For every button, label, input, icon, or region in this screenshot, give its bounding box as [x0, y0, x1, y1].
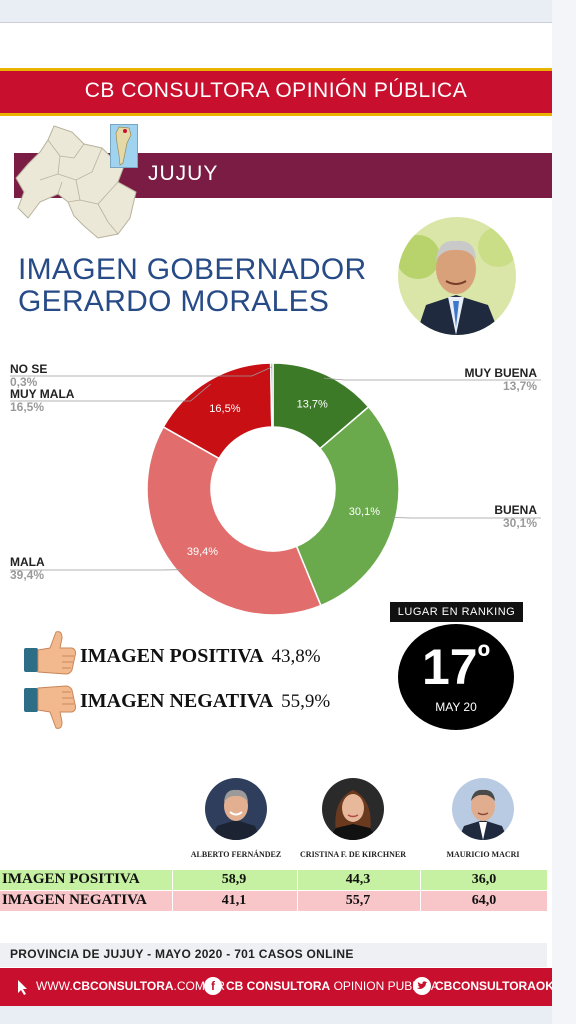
row-separator: [172, 891, 173, 911]
label-muy-buena-value: 13,7%: [502, 379, 537, 393]
positive-summary: IMAGEN POSITIVA 43,8%: [80, 645, 321, 668]
label-mala-name: MALA: [10, 555, 45, 569]
label-muy-buena: MUY BUENA 13,7%: [465, 367, 537, 393]
positive-row: IMAGEN POSITIVA 58,9 44,3 36,0: [0, 870, 547, 890]
argentina-minimap-icon: [110, 124, 138, 168]
header-title: CB CONSULTORA OPINIÓN PÚBLICA: [84, 79, 468, 102]
candidate-fernandez-name: ALBERTO FERNÁNDEZ: [190, 850, 282, 859]
donut-slice-mala: [146, 425, 322, 616]
ranking-position: 17º: [398, 638, 514, 696]
leader-line-no-se: [10, 366, 273, 377]
ranking-date: MAY 20: [435, 700, 477, 714]
ranking-badge: 17º MAY 20: [398, 624, 514, 730]
title-line-1: IMAGEN GOBERNADOR: [18, 253, 367, 286]
label-muy-mala-value: 16,5%: [10, 400, 45, 414]
negative-summary-value: 55,9%: [281, 691, 331, 712]
candidate-fernandez: ALBERTO FERNÁNDEZ: [166, 778, 306, 859]
donut-slice-buena: [295, 405, 400, 607]
positive-kirchner-value: 44,3: [345, 872, 371, 887]
negative-summary-label: IMAGEN NEGATIVA: [80, 690, 273, 712]
candidate-fernandez-photo: [205, 778, 267, 840]
footer-info-text: PROVINCIA DE JUJUY - MAYO 2020 - 701 CAS…: [10, 947, 354, 961]
donut-data-label: 30,1%: [349, 506, 380, 518]
positive-summary-value: 43,8%: [271, 646, 321, 667]
positive-macri-value: 36,0: [471, 872, 497, 887]
positive-row-label: IMAGEN POSITIVA: [2, 871, 140, 887]
ranking-suffix: º: [477, 638, 491, 676]
web-prefix: WWW.: [36, 979, 73, 993]
candidate-macri-photo: [452, 778, 514, 840]
cursor-icon: [18, 980, 27, 995]
label-muy-mala-name: MUY MALA: [10, 387, 75, 401]
donut-data-label: 13,7%: [297, 399, 328, 411]
bottom-band: [0, 1006, 552, 1024]
web-brand: CBCONSULTORA: [72, 979, 174, 993]
thumbs-down-icon: [24, 685, 77, 729]
negative-row-label: IMAGEN NEGATIVA: [2, 892, 147, 908]
footer-facebook-link[interactable]: CB CONSULTORA OPINION PUBLICA: [226, 979, 439, 993]
leader-line-muy-buena: [323, 377, 541, 381]
donut-chart: 13,7% 30,1% 39,4% 16,5%: [10, 362, 541, 616]
positive-fernandez-value: 58,9: [221, 872, 247, 887]
candidate-macri-name: MAURICIO MACRI: [446, 850, 520, 859]
footer-twitter-link[interactable]: CBCONSULTORAOK: [435, 979, 552, 993]
facebook-icon: f: [204, 977, 222, 995]
label-mala-value: 39,4%: [10, 568, 45, 582]
infographic: CB CONSULTORA OPINIÓN PÚBLICA JUJUY IMAG…: [0, 0, 552, 1024]
twitter-icon: [413, 977, 431, 995]
chart-title: IMAGEN GOBERNADOR GERARDO MORALES: [18, 254, 366, 318]
negative-kirchner-value: 55,7: [345, 893, 371, 908]
ranking-title: LUGAR EN RANKING: [390, 602, 523, 622]
negative-summary: IMAGEN NEGATIVA 55,9%: [80, 690, 330, 713]
negative-macri-value: 64,0: [471, 893, 497, 908]
label-mala: MALA 39,4%: [10, 556, 45, 582]
twitter-handle: CBCONSULTORAOK: [435, 979, 552, 993]
footer-website-link[interactable]: WWW.CBCONSULTORA.COM.AR: [36, 979, 225, 993]
ranking-number: 17: [421, 639, 478, 695]
title-line-2: GERARDO MORALES: [18, 285, 330, 318]
row-separator: [172, 870, 173, 890]
footer-bar: WWW.CBCONSULTORA.COM.AR f CB CONSULTORA …: [0, 968, 552, 1006]
label-no-se-value: 0,3%: [10, 375, 38, 389]
donut-slice-no-se: [269, 362, 274, 428]
row-separator: [297, 891, 298, 911]
candidate-kirchner-name: CRISTINA F. DE KIRCHNER: [300, 850, 406, 859]
label-no-se: NO SE 0,3%: [10, 363, 47, 389]
right-margin: [552, 0, 576, 1024]
facebook-suffix: OPINION PUBLICA: [330, 979, 439, 993]
row-separator: [420, 870, 421, 890]
label-muy-mala: MUY MALA 16,5%: [10, 388, 74, 414]
candidate-kirchner-photo: [322, 778, 384, 840]
negative-row: IMAGEN NEGATIVA 41,1 55,7 64,0: [0, 891, 547, 911]
candidate-kirchner: CRISTINA F. DE KIRCHNER: [283, 778, 423, 859]
label-buena: BUENA 30,1%: [494, 504, 537, 530]
label-no-se-name: NO SE: [10, 362, 48, 376]
governor-portrait: [398, 217, 516, 335]
donut-data-label: 16,5%: [209, 403, 240, 415]
top-band: [0, 0, 552, 23]
donut-data-label: 39,4%: [187, 546, 218, 558]
leader-line-muy-mala: [10, 383, 211, 402]
leader-line-buena: [391, 517, 541, 519]
positive-summary-label: IMAGEN POSITIVA: [80, 645, 263, 667]
region-name: JUJUY: [148, 162, 219, 185]
label-buena-value: 30,1%: [502, 516, 537, 530]
header-banner: CB CONSULTORA OPINIÓN PÚBLICA: [0, 68, 552, 116]
label-muy-buena-name: MUY BUENA: [464, 366, 537, 380]
facebook-brand: CB CONSULTORA: [226, 979, 331, 993]
negative-fernandez-value: 41,1: [221, 893, 247, 908]
row-separator: [420, 891, 421, 911]
thumbs-up-icon: [24, 631, 77, 675]
label-buena-name: BUENA: [494, 503, 537, 517]
row-separator: [297, 870, 298, 890]
candidate-macri: MAURICIO MACRI: [413, 778, 552, 859]
footer-info: PROVINCIA DE JUJUY - MAYO 2020 - 701 CAS…: [0, 943, 547, 967]
